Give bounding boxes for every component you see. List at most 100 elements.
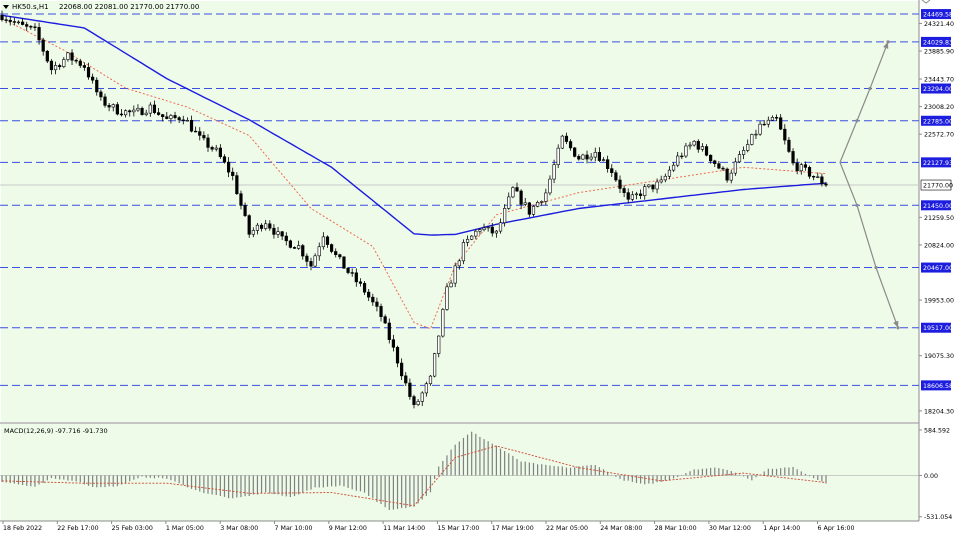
candle-body <box>91 76 95 81</box>
candle-body <box>375 301 379 307</box>
candle-body <box>486 226 490 229</box>
candle-body <box>606 159 610 169</box>
candle-body <box>16 21 21 24</box>
candle-body <box>474 230 478 237</box>
candle-body <box>465 238 470 243</box>
candle-body <box>432 353 437 377</box>
candle-body <box>58 65 62 68</box>
time-axis-label: 1 Mar 05:00 <box>166 525 204 532</box>
candle-body <box>498 222 503 232</box>
candle-body <box>70 52 74 61</box>
candle-body <box>12 21 16 23</box>
price-tick-label: 19075.30 <box>924 353 954 360</box>
candle-body <box>709 154 713 162</box>
candle-body <box>272 227 276 235</box>
candle-body <box>231 171 235 176</box>
candle-body <box>494 230 499 234</box>
candle-body <box>119 113 124 116</box>
candle-body <box>210 147 214 150</box>
candle-body <box>391 339 396 348</box>
candle-body <box>276 231 280 235</box>
macd-panel[interactable] <box>1 424 919 521</box>
level-tag-label: 24029.83 <box>923 39 953 46</box>
candle-body <box>111 104 115 108</box>
candle-body <box>783 128 787 141</box>
candle-body <box>107 105 111 108</box>
level-tag-label: 19517.00 <box>923 325 953 332</box>
level-tag-label: 24469.58 <box>923 12 953 19</box>
price-axis-ticks: 24321.40 23885.90 23443.70 23008.20 22572.70… <box>919 21 954 415</box>
price-tick-label: 23008.20 <box>924 104 954 111</box>
candle-body <box>490 226 494 234</box>
candle-body <box>227 161 231 173</box>
candle-body <box>305 255 309 262</box>
candle-body <box>128 110 132 113</box>
level-tag-label: 22127.93 <box>923 160 953 167</box>
candle-body <box>161 114 165 118</box>
time-axis-labels: 18 Feb 2022 22 Feb 17:00 25 Feb 03:00 1 Mar… <box>2 521 855 532</box>
arrowhead-icon <box>893 320 899 328</box>
candle-body <box>53 65 58 71</box>
level-tag <box>921 9 951 20</box>
triangle-down-icon[interactable] <box>3 5 9 9</box>
candle-body <box>770 117 775 121</box>
slow-ma <box>1 14 827 236</box>
candle-body <box>733 161 737 174</box>
current-price-label: 21770.00 <box>923 183 953 190</box>
candle-body <box>259 224 264 229</box>
level-tag-label: 22785.00 <box>923 118 953 125</box>
price-tick-label: 22572.70 <box>924 132 954 139</box>
candle-body <box>746 144 750 151</box>
macd-tick-label: 584.592 <box>924 427 950 434</box>
candle-body <box>152 104 157 113</box>
macd-label: MACD(12,26,9) -97.716 -91.730 <box>4 427 108 435</box>
level-tag <box>921 322 951 333</box>
candle-body <box>766 119 770 125</box>
candle-body <box>313 255 317 267</box>
candle-body <box>338 254 342 258</box>
candle-body <box>795 162 799 172</box>
candle-body <box>692 141 696 146</box>
candle-body <box>325 236 330 245</box>
candle-body <box>404 375 408 384</box>
current-price-tag <box>920 179 952 191</box>
candle-body <box>461 242 466 262</box>
candle-body <box>132 109 136 113</box>
candle-body <box>671 164 676 171</box>
candle-body <box>803 164 807 168</box>
candle-body <box>754 133 758 136</box>
candle-body <box>696 141 700 150</box>
candle-body <box>799 164 803 172</box>
candle-body <box>820 176 824 185</box>
candle-body <box>25 24 29 27</box>
candle-body <box>20 21 25 25</box>
time-axis-label: 30 Mar 12:00 <box>709 525 751 532</box>
candle-body <box>66 52 70 60</box>
candle-body <box>173 115 177 118</box>
candle-body <box>218 147 222 158</box>
candle-body <box>78 60 82 66</box>
price-panel[interactable] <box>1 1 919 422</box>
candle-body <box>758 123 762 135</box>
candle-body <box>140 107 144 115</box>
candle-body <box>614 172 618 181</box>
time-axis-label: 17 Mar 19:00 <box>492 525 534 532</box>
candle-body <box>95 79 99 93</box>
time-axis-label: 25 Feb 03:00 <box>112 525 153 532</box>
time-axis-label: 11 Mar 14:00 <box>383 525 425 532</box>
candle-body <box>408 382 412 397</box>
projection-point <box>874 265 878 270</box>
candle-body <box>721 167 725 170</box>
candle-body <box>651 184 655 190</box>
candle-body <box>729 172 733 181</box>
time-axis-label: 6 Apr 16:00 <box>818 525 855 532</box>
candle-body <box>449 282 453 288</box>
candle-body <box>807 167 812 177</box>
level-tag <box>921 200 951 211</box>
candle-body <box>342 256 346 269</box>
candle-body <box>441 309 445 337</box>
candle-body <box>416 401 420 405</box>
projection-top-mark <box>921 0 931 4</box>
